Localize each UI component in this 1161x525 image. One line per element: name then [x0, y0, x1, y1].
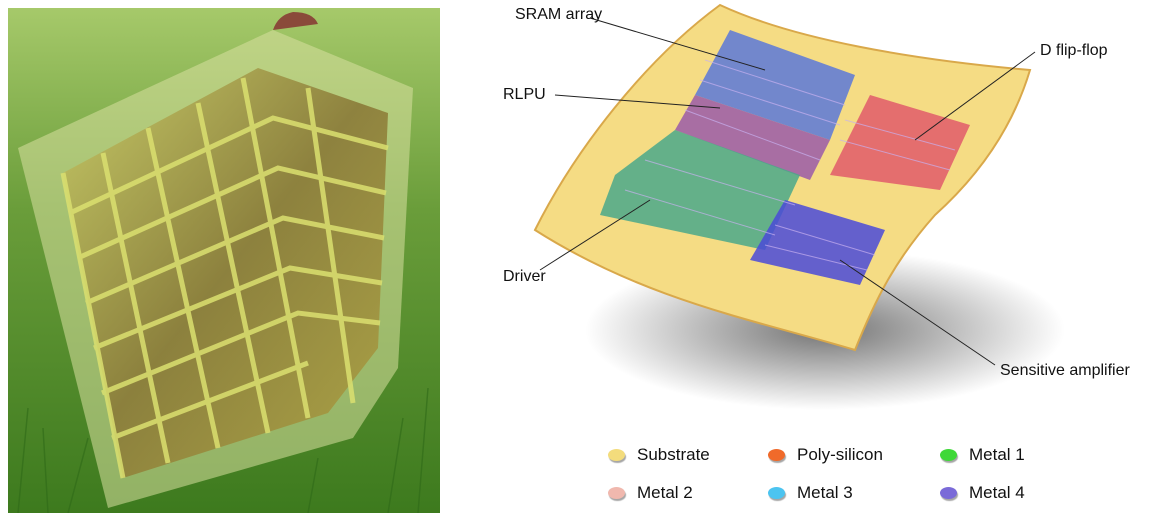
legend-swatch	[608, 487, 625, 499]
legend-swatch	[940, 487, 957, 499]
legend-swatch	[940, 449, 957, 461]
legend-metal-1: Metal 1	[940, 445, 1025, 465]
flexible-chip-photo	[8, 8, 440, 513]
driver-region	[600, 130, 800, 250]
label-sram-array: SRAM array	[515, 6, 603, 23]
label-rlpu: RLPU	[503, 86, 546, 103]
leader-lines	[539, 17, 1036, 366]
legend-label: Metal 4	[969, 483, 1025, 502]
legend-substrate: Substrate	[608, 445, 710, 465]
label-driver: Driver	[503, 268, 546, 285]
legend-swatch	[768, 487, 785, 499]
legend-poly-silicon: Poly-silicon	[768, 445, 883, 465]
circuit-3d-diagram	[533, 3, 1065, 410]
chip-grid	[60, 77, 389, 479]
legend-metal-4: Metal 4	[940, 483, 1025, 503]
legend-label: Substrate	[637, 445, 710, 464]
hand	[273, 12, 318, 30]
legend-swatch	[608, 449, 625, 461]
legend-metal-3: Metal 3	[768, 483, 853, 503]
sram-region	[695, 30, 855, 140]
amp-region	[750, 200, 885, 285]
legend-label: Metal 3	[797, 483, 853, 502]
legend-label: Poly-silicon	[797, 445, 883, 464]
wires	[624, 59, 956, 271]
label-sensitive-amplifier: Sensitive amplifier	[1000, 362, 1130, 379]
legend-metal-2: Metal 2	[608, 483, 693, 503]
legend-swatch	[768, 449, 785, 461]
label-d-flip-flop: D flip-flop	[1040, 42, 1108, 59]
rlpu-region	[675, 95, 830, 180]
legend-label: Metal 1	[969, 445, 1025, 464]
legend-label: Metal 2	[637, 483, 693, 502]
grass-blades	[17, 387, 429, 513]
